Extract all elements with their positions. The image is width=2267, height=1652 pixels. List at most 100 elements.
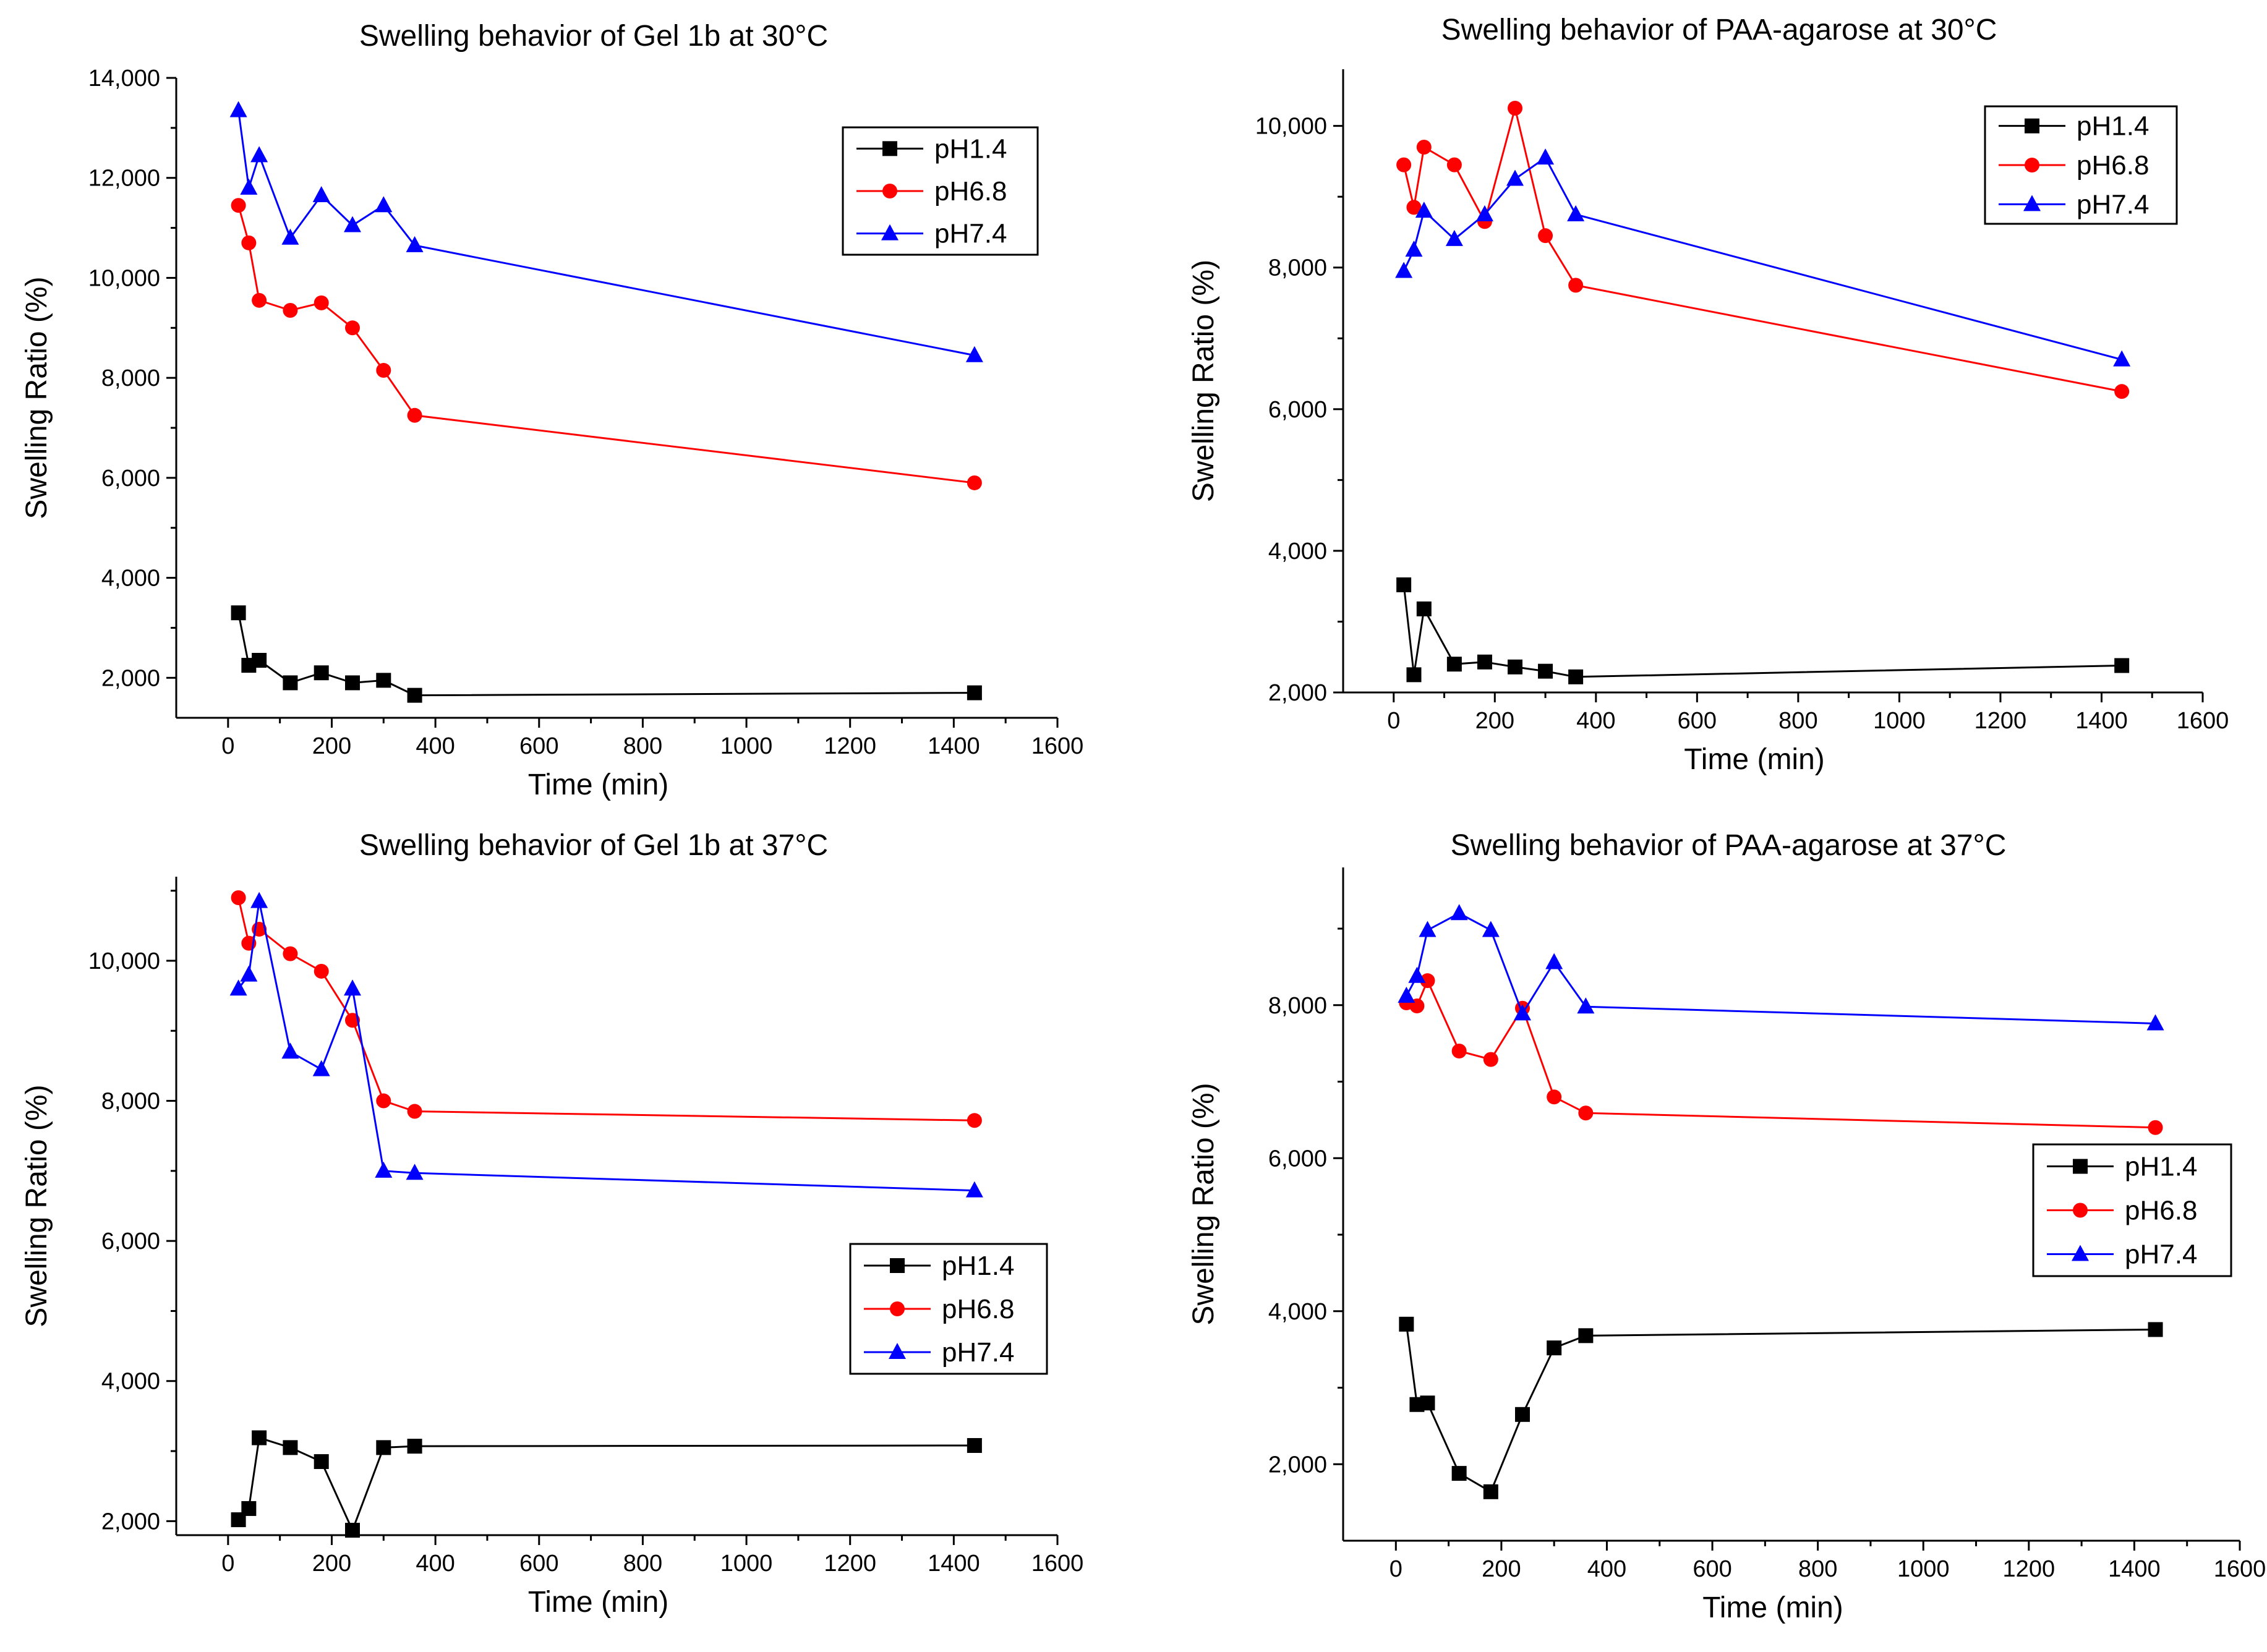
x-tick-label: 1000 (1897, 1556, 1950, 1582)
legend-label-pH1.4: pH1.4 (942, 1251, 1014, 1281)
y-tick-label: 4,000 (101, 566, 160, 592)
x-tick-label: 1200 (1975, 708, 2027, 734)
data-point-pH6.8 (1396, 157, 1412, 172)
y-tick-label: 10,000 (88, 948, 160, 974)
legend-label-pH6.8: pH6.8 (2077, 150, 2149, 181)
data-point-pH7.4 (344, 979, 361, 996)
series-pH1.4 (231, 605, 982, 703)
chart-title: Swelling behavior of PAA-agarose at 37°C (1451, 829, 2007, 862)
legend-label-pH7.4: pH7.4 (2077, 189, 2149, 219)
x-tick-label: 200 (312, 1551, 351, 1577)
data-point-pH1.4 (1446, 657, 1462, 672)
legend-label-pH6.8: pH6.8 (2125, 1196, 2197, 1226)
legend-label-pH1.4: pH1.4 (2077, 111, 2149, 142)
legend-label-pH7.4: pH7.4 (942, 1337, 1014, 1368)
series-pH7.4 (229, 101, 983, 362)
legend-marker-pH7.4 (889, 1343, 906, 1359)
data-point-pH6.8 (314, 963, 329, 979)
data-point-pH7.4 (344, 216, 361, 232)
data-point-pH6.8 (231, 890, 246, 905)
data-point-pH6.8 (376, 363, 391, 378)
x-axis-label: Time (min) (528, 769, 669, 801)
data-point-pH7.4 (1537, 148, 1555, 165)
y-axis-label: Swelling Ratio (%) (1187, 260, 1220, 502)
data-point-pH7.4 (1405, 241, 1423, 257)
data-point-pH1.4 (345, 1523, 360, 1538)
data-point-pH1.4 (1416, 601, 1432, 616)
data-point-pH7.4 (312, 186, 330, 203)
data-point-pH6.8 (1416, 140, 1432, 155)
x-tick-label: 200 (312, 733, 351, 759)
data-point-pH7.4 (1482, 921, 1500, 937)
series-pH1.4 (231, 1430, 982, 1538)
data-point-pH1.4 (1477, 654, 1492, 670)
data-point-pH7.4 (1445, 229, 1463, 246)
chart-panel-2: Swelling behavior of PAA-agarose at 30°C… (1187, 14, 2229, 776)
data-point-pH1.4 (1483, 1484, 1498, 1499)
legend-marker-pH1.4 (882, 141, 897, 156)
y-tick-label: 4,000 (1268, 539, 1327, 564)
x-tick-label: 0 (221, 1551, 234, 1577)
data-point-pH7.4 (965, 1181, 983, 1198)
data-point-pH1.4 (1406, 667, 1422, 683)
data-point-pH6.8 (1538, 228, 1553, 244)
x-tick-label: 600 (1693, 1556, 1731, 1582)
data-point-pH7.4 (1395, 262, 1413, 278)
y-tick-label: 6,000 (1268, 397, 1327, 423)
data-point-pH6.8 (376, 1093, 391, 1109)
x-axis-label: Time (min) (528, 1586, 669, 1619)
y-tick-label: 12,000 (88, 166, 160, 192)
x-axis-label: Time (min) (1702, 1591, 1843, 1624)
y-tick-label: 4,000 (101, 1369, 160, 1395)
data-point-pH1.4 (283, 675, 298, 691)
x-tick-label: 1400 (2075, 708, 2128, 734)
legend-marker-pH6.8 (2073, 1203, 2088, 1218)
y-tick-label: 6,000 (1268, 1146, 1327, 1172)
y-axis-label: Swelling Ratio (%) (20, 1084, 53, 1327)
data-point-pH1.4 (252, 653, 267, 668)
series-pH7.4 (1398, 904, 2164, 1031)
y-tick-label: 6,000 (101, 466, 160, 492)
data-point-pH7.4 (965, 346, 983, 362)
data-point-pH6.8 (1508, 101, 1522, 116)
x-tick-label: 400 (1576, 708, 1615, 734)
data-point-pH6.8 (2148, 1120, 2163, 1135)
legend-label-pH7.4: pH7.4 (2125, 1240, 2197, 1270)
data-point-pH7.4 (406, 236, 424, 252)
data-point-pH1.4 (1508, 659, 1522, 675)
legend-label-pH7.4: pH7.4 (934, 219, 1007, 249)
data-point-pH1.4 (1515, 1407, 1530, 1422)
data-point-pH1.4 (2114, 658, 2130, 673)
legend-marker-pH6.8 (890, 1301, 905, 1316)
data-point-pH7.4 (312, 1060, 330, 1076)
series-pH7.4 (229, 892, 983, 1198)
data-point-pH6.8 (1547, 1089, 1562, 1105)
x-tick-label: 400 (1587, 1556, 1626, 1582)
x-tick-label: 1400 (928, 1551, 980, 1577)
legend-marker-pH1.4 (2025, 118, 2039, 134)
data-point-pH6.8 (1451, 1044, 1467, 1058)
x-tick-label: 1000 (1873, 708, 1926, 734)
data-point-pH1.4 (283, 1440, 298, 1455)
y-tick-label: 2,000 (1268, 1452, 1327, 1478)
x-tick-label: 200 (1482, 1556, 1521, 1582)
x-tick-label: 1600 (2214, 1556, 2266, 1582)
data-point-pH7.4 (2113, 350, 2131, 367)
data-point-pH7.4 (240, 965, 258, 982)
x-tick-label: 400 (416, 733, 455, 759)
x-tick-label: 1600 (2177, 708, 2229, 734)
y-tick-label: 10,000 (88, 265, 160, 291)
legend-marker-pH7.4 (2023, 195, 2041, 211)
legend-marker-pH1.4 (2073, 1159, 2088, 1174)
data-point-pH6.8 (1568, 278, 1584, 293)
series-pH6.8 (231, 198, 982, 490)
x-tick-label: 800 (1798, 1556, 1837, 1582)
chart-panel-4: Swelling behavior of PAA-agarose at 37°C… (1187, 829, 2266, 1624)
x-tick-label: 0 (221, 733, 234, 759)
data-point-pH1.4 (1396, 577, 1412, 592)
y-tick-label: 2,000 (1268, 680, 1327, 706)
data-point-pH6.8 (283, 946, 298, 961)
y-tick-label: 8,000 (1268, 993, 1327, 1019)
series-line-pH7.4 (237, 901, 975, 1192)
